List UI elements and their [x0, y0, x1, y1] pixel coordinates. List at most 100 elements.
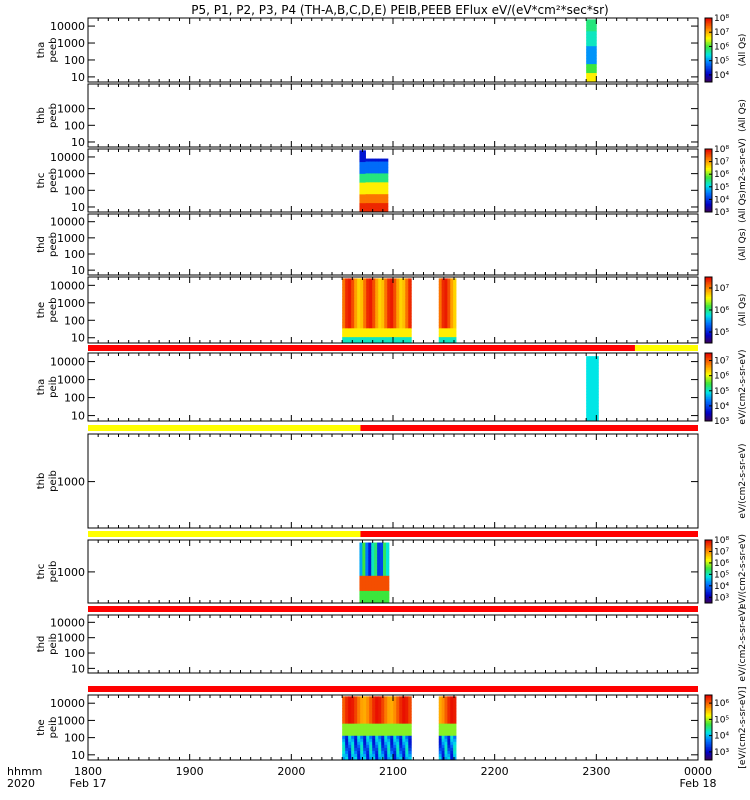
colorbar-tick-label: 10⁶ [714, 306, 729, 316]
colorbar-tick-label: 10⁷ [714, 547, 729, 557]
x-tick-label: 2000 [277, 765, 305, 778]
y-tick-label: 1000 [57, 168, 85, 181]
colorbar-units-label: eV/(cm2-s-sr-eV) [738, 606, 748, 681]
y-tick-label: 10000 [50, 216, 85, 229]
colorbar-tick-label: 10⁴ [714, 402, 729, 412]
spectrogram-block [359, 150, 366, 213]
colorbar-tick-label: 10⁴ [714, 582, 729, 592]
colorbar: 10³ 10⁴ 10⁵ 10⁶ [704, 694, 729, 761]
panel-y-label: tha [36, 42, 47, 58]
colorbar-units-label: (All Qs) [738, 228, 748, 261]
spectrogram-block [586, 19, 597, 83]
panel-thb_peib: 1000 thb peib eV/(cm2-s-sr-eV) [36, 425, 748, 529]
panel-frame [87, 83, 699, 148]
panel-y-label: thd [36, 636, 47, 653]
panel-frame [87, 433, 699, 529]
spectrogram-block [586, 356, 599, 422]
colorbar-tick-label: 10⁷ [714, 158, 729, 168]
mode-bar-segment [634, 345, 698, 351]
y-tick-label: 10 [71, 749, 85, 762]
mode-bar-segment [88, 606, 698, 612]
y-tick-label: 100 [64, 392, 85, 405]
y-tick-label: 10 [71, 264, 85, 277]
colorbar-tick-label: 10⁵ [714, 387, 729, 397]
panel-y-label: peeb [48, 103, 59, 128]
colorbar-units-label: (All Qs)m2-s-sr-eV) [738, 138, 748, 223]
colorbar-units-label: [eV/(cm2-s-sr-eV)] [738, 686, 748, 768]
y-tick-label: 1000 [57, 566, 85, 579]
panel-thb_peeb: 10 100 1000 thb peeb (All Qs) [36, 83, 748, 149]
colorbar-tick-label: 10⁴ [714, 71, 729, 81]
y-tick-label: 1000 [57, 476, 85, 489]
y-tick-label: 1000 [57, 232, 85, 245]
chart-title: P5, P1, P2, P3, P4 (TH-A,B,C,D,E) PEIB,P… [191, 3, 608, 17]
colorbar-units-label: eV/(cm2-s-sr-eV) [738, 534, 748, 609]
panel-y-label: thb [36, 473, 47, 490]
panel-y-label: peeb [48, 38, 59, 63]
y-tick-label: 1000 [57, 297, 85, 310]
colorbar-units-label: (All Qs) [738, 34, 748, 67]
panel-y-label: peib [48, 717, 59, 739]
panel-y-label: peeb [48, 232, 59, 257]
y-tick-label: 1000 [57, 714, 85, 727]
colorbar-tick-label: 10⁷ [714, 28, 729, 38]
panel-frame [87, 539, 699, 604]
spectrogram-block [438, 278, 457, 344]
x-tick-label: 1900 [176, 765, 204, 778]
colorbar: 10⁴ 10⁵ 10⁶ 10⁷ 10⁸ [704, 14, 729, 83]
colorbar-tick-label: 10⁵ [714, 328, 729, 338]
x-tick-date-label: Feb 18 [680, 777, 717, 790]
y-tick-label: 10000 [50, 697, 85, 710]
colorbar-tick-label: 10⁶ [714, 170, 729, 180]
panel-y-label: peib [48, 376, 59, 398]
y-tick-label: 10000 [50, 616, 85, 629]
y-tick-label: 100 [64, 248, 85, 261]
panel-y-label: thb [36, 107, 47, 124]
mode-bar-segment [88, 345, 635, 351]
spectrogram-block [359, 542, 390, 604]
colorbar: 10³ 10⁴ 10⁵ 10⁶ 10⁷ [704, 352, 729, 427]
colorbar-tick-label: 10⁵ [714, 57, 729, 67]
colorbar-tick-label: 10³ [714, 593, 729, 603]
y-tick-label: 10 [71, 136, 85, 149]
y-tick-label: 10000 [50, 279, 85, 292]
y-tick-label: 100 [64, 647, 85, 660]
colorbar-tick-label: 10⁸ [714, 145, 729, 155]
panel-y-label: peeb [48, 168, 59, 193]
panel-y-label: the [36, 302, 47, 318]
mode-bar-segment [360, 425, 698, 431]
y-tick-label: 10 [71, 71, 85, 84]
y-tick-label: 1000 [57, 103, 85, 116]
colorbar: 10³ 10⁴ 10⁵ 10⁶ 10⁷ 10⁸ [704, 145, 729, 218]
colorbar-tick-label: 10⁶ [714, 42, 729, 52]
colorbar-tick-label: 10³ [714, 748, 729, 758]
panel-y-label: peeb [48, 298, 59, 323]
mode-bar-segment [360, 531, 698, 537]
panel-y-label: the [36, 719, 47, 735]
y-tick-label: 1000 [57, 37, 85, 50]
panel-y-label: peib [48, 470, 59, 492]
panel-frame [87, 614, 699, 674]
y-tick-label: 10 [71, 662, 85, 675]
y-tick-label: 1000 [57, 374, 85, 387]
x-axis-label-hhmm: hhmm [7, 765, 42, 778]
x-tick-label: 2100 [379, 765, 407, 778]
colorbar-tick-label: 10⁸ [714, 14, 729, 24]
colorbar-units-label: (All Qs) [738, 99, 748, 132]
colorbar-units-label: (All Qs) [738, 294, 748, 327]
panel-y-label: peib [48, 561, 59, 583]
colorbar-tick-label: 10⁷ [714, 284, 729, 294]
panel-y-label: tha [36, 379, 47, 395]
panel-frame [87, 148, 699, 213]
panel-y-label: thc [36, 173, 47, 189]
colorbar-tick-label: 10⁴ [714, 195, 729, 205]
panel-frame [87, 352, 699, 422]
colorbar-tick-label: 10⁵ [714, 715, 729, 725]
